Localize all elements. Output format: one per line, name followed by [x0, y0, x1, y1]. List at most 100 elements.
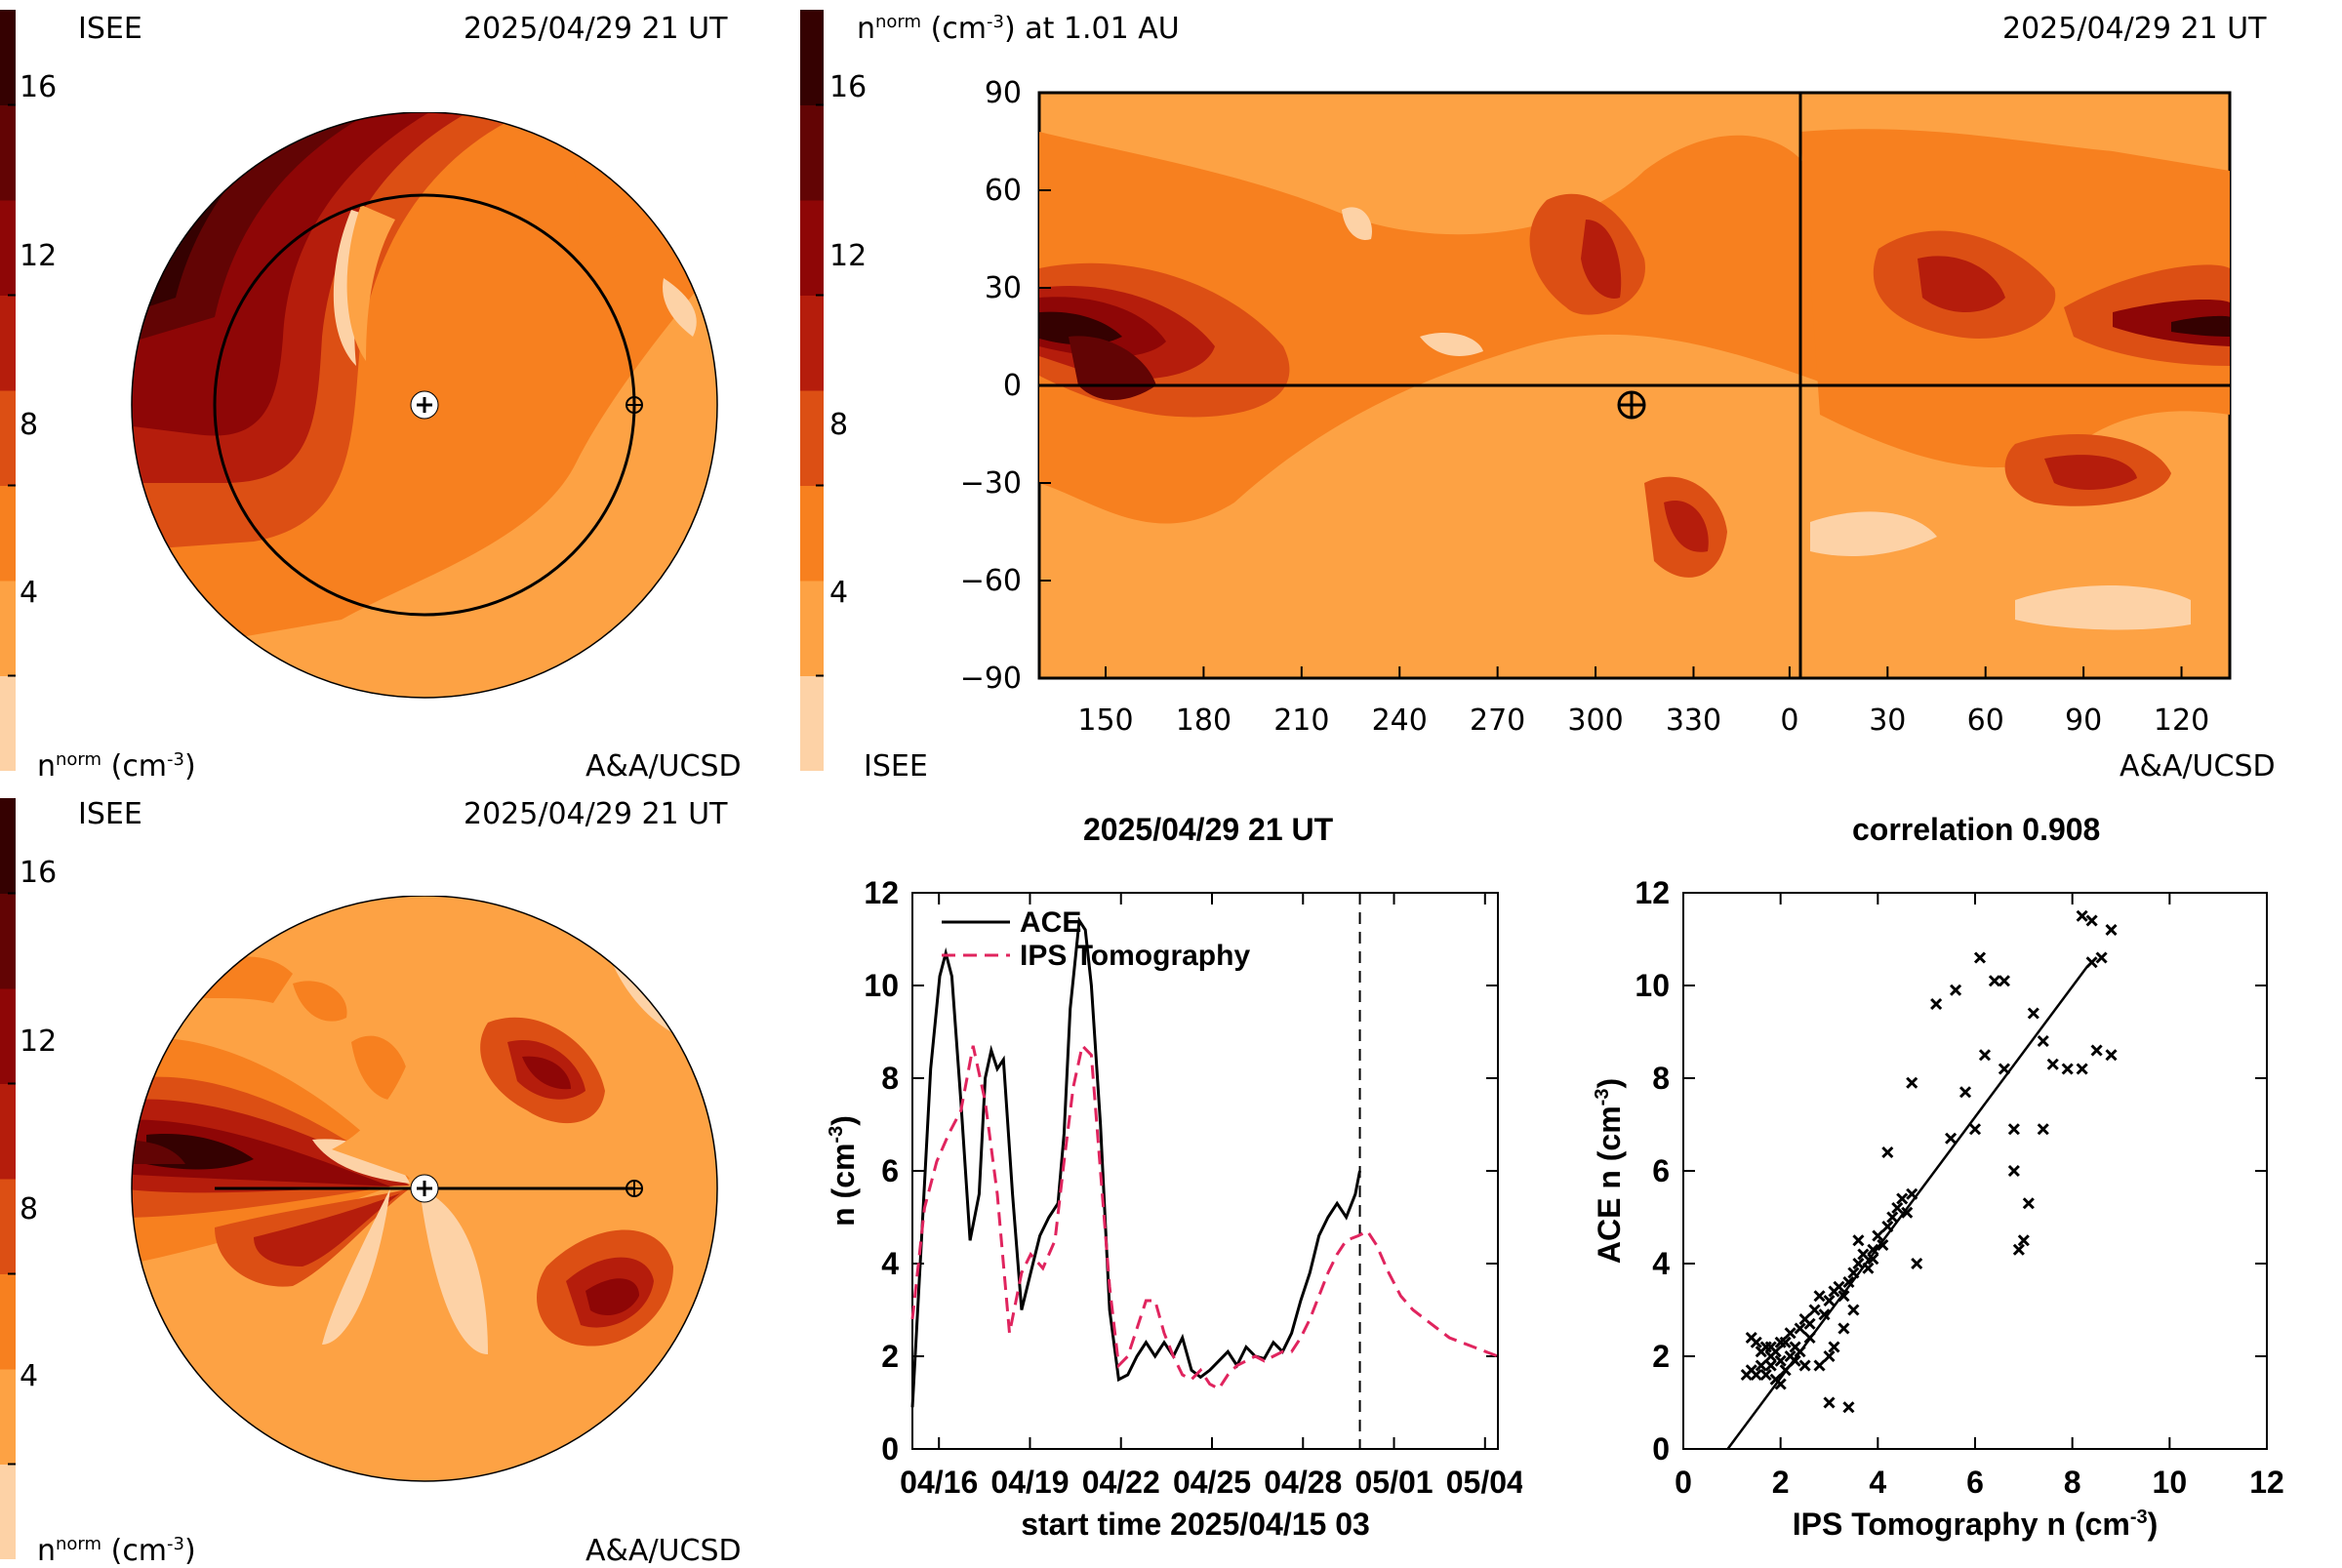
x-tick-label: 04/16	[900, 1465, 978, 1500]
scatter-point	[1930, 997, 1943, 1011]
map-x-tick-label: 330	[1666, 704, 1721, 738]
scatter-point	[1906, 1076, 1918, 1089]
colorbar-level	[0, 485, 16, 582]
scatter-point	[1958, 1086, 1972, 1099]
scatter-point	[1828, 1341, 1840, 1353]
y-tick-label: 10	[1635, 968, 1670, 1003]
scatter-point	[1852, 1257, 1865, 1270]
scatter-point	[1750, 1336, 1762, 1348]
meridional-density-disk	[131, 896, 718, 1482]
scatter-point	[1794, 1346, 1806, 1358]
scatter-point	[1769, 1346, 1782, 1358]
scatter-point	[1759, 1341, 1772, 1353]
map-y-tick-label: −30	[960, 466, 1022, 501]
colorbar-level	[800, 104, 824, 201]
colorbar-level	[0, 200, 16, 296]
y-tick-label: 6	[1652, 1153, 1670, 1188]
colorbar-level	[0, 1369, 16, 1465]
x-tick-label: 12	[2249, 1465, 2284, 1500]
colorbar-level	[800, 581, 824, 676]
x-tick-label: 6	[1966, 1465, 1984, 1500]
tr-credit: A&A/UCSD	[2120, 749, 2276, 784]
scatter-point	[1842, 1401, 1855, 1414]
scatter-point	[1813, 1359, 1826, 1372]
scatter-point	[1818, 1308, 1831, 1321]
scatter-point	[1837, 1322, 1850, 1335]
cb-tick-12: 12	[829, 239, 868, 273]
cb-tick-8: 8	[20, 408, 39, 442]
map-x-tick-label: 150	[1077, 704, 1133, 738]
map-y-tick-label: 60	[985, 174, 1022, 208]
tl-credit: A&A/UCSD	[586, 749, 742, 784]
line-chart-frame	[911, 892, 1499, 1450]
y-tick-label: 8	[1652, 1061, 1670, 1096]
scatter-point	[1968, 1123, 1982, 1136]
line-chart-title: 2025/04/29 21 UT	[1083, 812, 1334, 847]
series-line-ips	[910, 1042, 1499, 1391]
scatter-point	[2007, 1164, 2020, 1178]
colorbar-level	[0, 295, 16, 391]
y-tick-label: 12	[864, 875, 899, 910]
cb-tick-16: 16	[20, 856, 58, 890]
colorbar-bottom	[0, 798, 16, 1559]
scatter-point	[1896, 1192, 1909, 1205]
map-x-tick-label: 60	[1967, 704, 2004, 738]
colorbar-level	[0, 675, 16, 771]
colorbar-level	[0, 988, 16, 1084]
colorbar-level	[0, 1273, 16, 1370]
scatter-point	[1847, 1304, 1860, 1316]
scatter-point	[2037, 1034, 2049, 1048]
cb-tick-8: 8	[20, 1192, 39, 1226]
colorbar-level	[800, 200, 824, 296]
x-tick-label: 05/04	[1446, 1465, 1522, 1500]
tl-isee-label: ISEE	[78, 12, 142, 46]
scatter-point	[1750, 1368, 1762, 1382]
scatter-point	[1998, 1063, 2010, 1075]
map-y-tick-label: 30	[985, 271, 1022, 305]
scatter-point	[1798, 1359, 1811, 1372]
scatter-point	[1877, 1238, 1889, 1252]
scatter-point	[2105, 923, 2118, 937]
tl-units: nnorm (cm-3)	[37, 749, 196, 784]
scatter-point	[2090, 1044, 2103, 1057]
y-tick-label: 4	[1652, 1246, 1670, 1281]
tl-date: 2025/04/29 21 UT	[464, 12, 728, 46]
scatter-point	[1823, 1349, 1836, 1363]
bl-units: nnorm (cm-3)	[37, 1534, 196, 1568]
y-tick-label: 4	[881, 1246, 899, 1281]
y-tick-label: 10	[864, 968, 899, 1003]
cb-tick-16: 16	[20, 70, 58, 104]
cb-tick-4: 4	[20, 1359, 39, 1393]
colorbar-level	[0, 1179, 16, 1274]
series-line-ace	[910, 916, 1361, 1408]
y-axis-label: ACE n (cm-3)	[1592, 1078, 1627, 1264]
x-tick-label: 4	[1869, 1465, 1886, 1500]
colorbar-level	[800, 295, 824, 391]
legend-label: IPS Tomography	[1020, 940, 1250, 972]
scatter-point	[2095, 951, 2108, 964]
scatter-point	[2046, 1058, 2059, 1070]
colorbar-level	[0, 581, 16, 676]
scatter-point	[1950, 984, 1962, 996]
scatter-point	[1867, 1243, 1879, 1256]
time-series-chart: 0 2 4 6 8 10 12 04/16 04/19 04/22 04/25 04/28 05/01 0…	[826, 875, 1522, 1542]
scatter-point	[2076, 909, 2088, 922]
cb-tick-4: 4	[829, 576, 849, 610]
x-tick-label: 0	[1675, 1465, 1692, 1500]
y-axis-label: n (cm-3)	[826, 1115, 861, 1226]
scatter-point	[2037, 1123, 2049, 1136]
x-axis-label: IPS Tomography n (cm-3)	[1793, 1507, 2159, 1542]
scatter-point	[1901, 1206, 1914, 1219]
scatter-point	[1852, 1234, 1865, 1247]
scatter-point	[1779, 1364, 1792, 1377]
map-x-tick-label: 240	[1372, 704, 1428, 738]
scatter-point	[1881, 1220, 1894, 1233]
bl-isee-label: ISEE	[78, 797, 142, 831]
scatter-point	[1988, 975, 2000, 987]
scatter-point	[1808, 1304, 1821, 1316]
scatter-point	[1945, 1132, 1958, 1145]
colorbar-level	[800, 10, 824, 105]
tr-date: 2025/04/29 21 UT	[2002, 12, 2267, 46]
scatter-point	[2022, 1197, 2035, 1210]
x-tick-label: 8	[2064, 1465, 2081, 1500]
